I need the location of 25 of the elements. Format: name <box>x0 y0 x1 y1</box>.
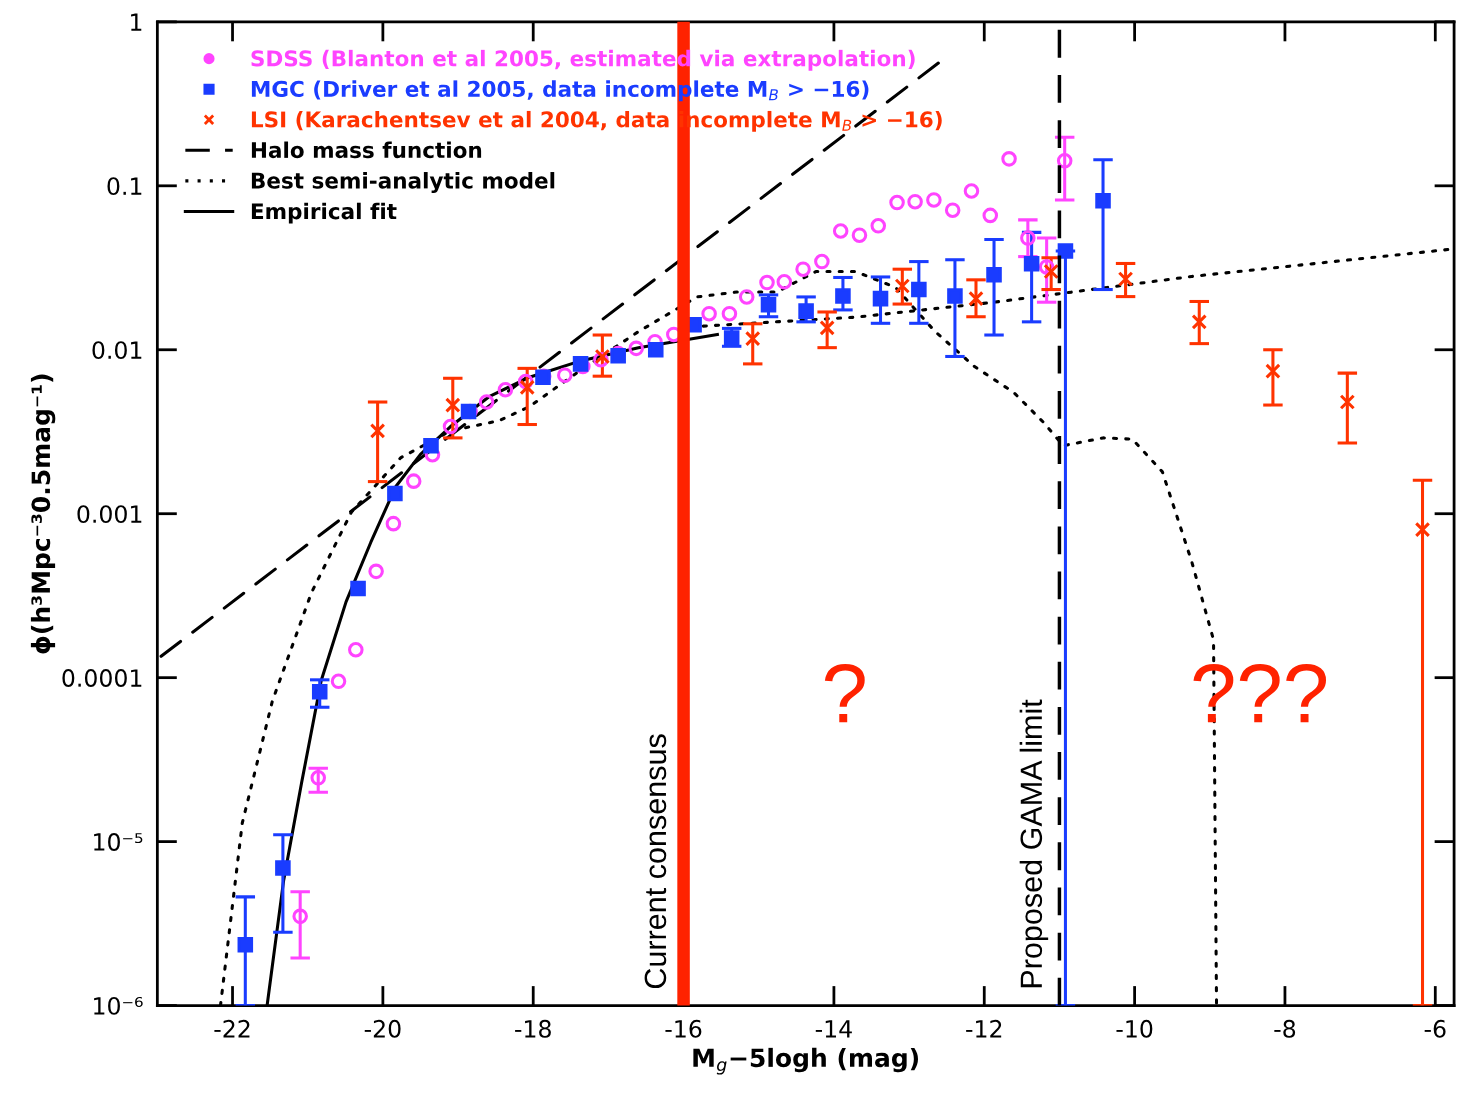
y-tick-label: 0.0001 <box>62 669 142 687</box>
y-tick-label: 10⁻⁶ <box>94 997 143 1015</box>
y-tick-label: 0.001 <box>77 505 142 524</box>
y-tick-label: 0.01 <box>92 341 142 360</box>
x-tick-label: -16 <box>665 1019 702 1038</box>
y-tick-label: 1 <box>131 13 142 31</box>
legend-label: Best semi-analytic model <box>251 172 555 194</box>
ref-line-label: Current consensus <box>644 734 667 989</box>
x-tick-label: -6 <box>1424 1019 1446 1038</box>
legend-label: Empirical fit <box>251 202 397 224</box>
ref-line-label: Proposed GAMA limit <box>1019 699 1049 988</box>
x-tick-label: -14 <box>815 1020 852 1038</box>
x-tick-label: -18 <box>515 1019 551 1038</box>
x-tick-label: -8 <box>1274 1019 1296 1038</box>
y-axis-title: ϕ(h³Mpc⁻³0.5mag⁻¹) <box>30 374 56 654</box>
annotation: ? <box>824 663 865 723</box>
x-tick-label: -10 <box>1116 1019 1153 1038</box>
x-tick-label: -12 <box>966 1019 1002 1038</box>
y-tick-label: 0.1 <box>107 177 142 196</box>
x-tick-label: -22 <box>214 1019 250 1038</box>
x-tick-label: -20 <box>364 1019 401 1038</box>
legend-label: Halo mass function <box>251 141 482 159</box>
annotation: ??? <box>1193 663 1327 723</box>
x-axis-title: M$_{g}$−5logh (mag) <box>693 1047 919 1075</box>
y-tick-label: 10⁻⁵ <box>94 833 143 851</box>
